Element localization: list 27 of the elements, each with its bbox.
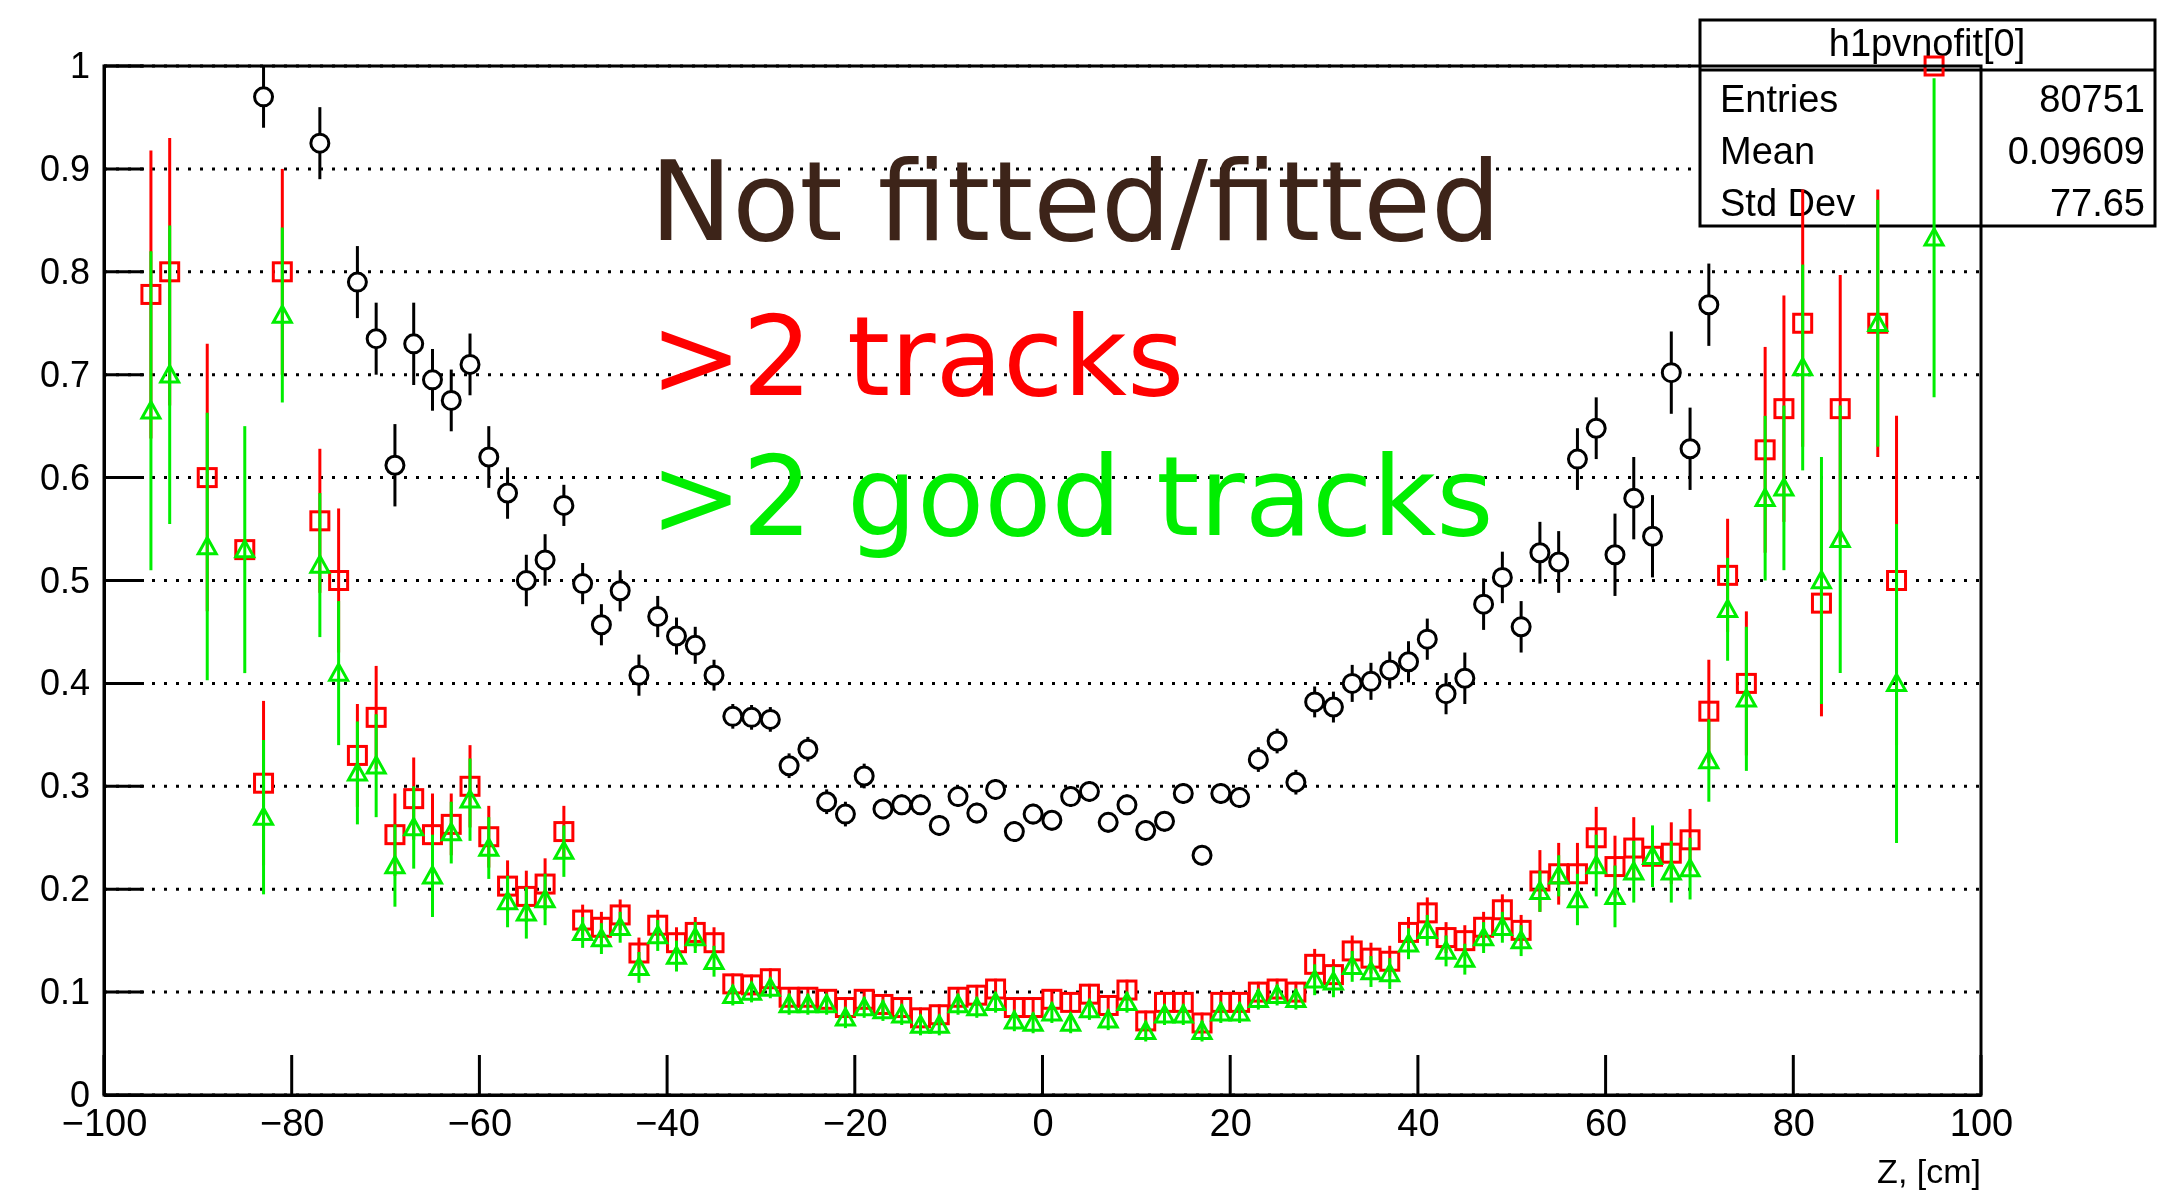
x-tick-label: 40 [1397,1101,1440,1144]
text: >2 good tracks [650,433,1494,561]
y-tick-label: 0.4 [39,662,90,704]
y-tick-label: 0.1 [39,971,90,1013]
x-tick-label: −60 [447,1101,513,1144]
text: >2 tracks [650,293,1185,421]
y-tick-label: 0.6 [39,456,90,498]
x-tick-label: 60 [1584,1101,1628,1144]
y-tick-label: 0.5 [39,559,90,601]
x-tick-label: 20 [1209,1101,1252,1144]
y-tick-label: 0.7 [39,353,90,395]
x-tick-label: −40 [635,1101,700,1144]
y-tick-label: 0.8 [39,250,90,292]
x-tick-label: 100 [1949,1101,2014,1144]
text: Mean 0.09609 [1720,130,2145,172]
text: Entries 80751 [1720,78,2145,120]
y-tick-label: 1 [69,45,90,87]
x-tick-label: −20 [823,1101,888,1144]
legend-title: Not fitted/fitted [650,138,1501,266]
x-axis-title: Z, [cm] [1877,1152,1981,1190]
text: h1pvnofit[0] [1828,22,2026,64]
y-tick-label: 0.9 [39,147,90,189]
x-tick-label: 80 [1772,1101,1815,1144]
x-tick-label: 0 [1032,1101,1054,1144]
x-tick-label: −80 [259,1101,325,1144]
y-tick-label: 0.2 [39,868,90,910]
y-tick-label: 0.3 [39,765,90,807]
